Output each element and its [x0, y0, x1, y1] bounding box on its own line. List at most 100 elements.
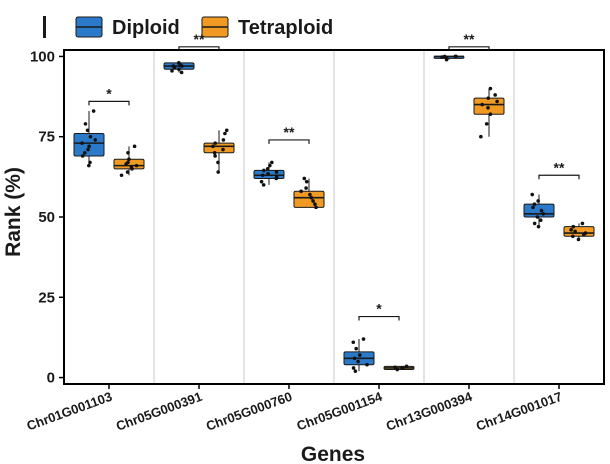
significance-label: *: [106, 85, 112, 101]
data-point: [532, 202, 537, 206]
data-point: [532, 221, 537, 226]
legend-label-diploid: Diploid: [112, 17, 180, 39]
y-tick-label: 0: [47, 370, 55, 387]
data-point: [126, 150, 130, 155]
data-point: [442, 54, 447, 59]
data-point: [311, 199, 315, 203]
data-point: [356, 359, 360, 364]
significance-Chr14G001017: **: [538, 159, 580, 180]
significance-bracket: [358, 315, 400, 321]
data-point: [270, 160, 274, 165]
data-point: [86, 147, 90, 152]
data-point: [486, 96, 491, 100]
data-point: [541, 211, 546, 216]
data-point: [354, 346, 359, 351]
data-point: [91, 109, 96, 113]
data-point: [538, 218, 543, 223]
significance-bracket: [268, 139, 310, 144]
data-point: [535, 215, 540, 219]
data-point: [576, 237, 581, 242]
data-point: [265, 167, 270, 171]
data-point: [401, 366, 405, 370]
data-point: [304, 186, 308, 190]
significance-Chr01G001103: *: [88, 85, 130, 106]
significance-Chr05G000760: **: [268, 124, 310, 144]
significance-Chr05G000391: **: [178, 31, 220, 51]
data-point: [569, 228, 573, 232]
data-point: [351, 340, 356, 345]
data-point: [580, 221, 585, 226]
data-point: [170, 69, 174, 73]
data-point: [268, 163, 272, 168]
data-point: [536, 224, 541, 229]
data-point: [495, 99, 499, 104]
box-tetraploid-Chr05G000760: [293, 176, 325, 210]
box-body: [523, 203, 555, 218]
box-tetraploid-Chr01G001103: [113, 144, 145, 178]
data-point: [88, 134, 93, 139]
data-point: [266, 171, 270, 176]
data-point: [353, 369, 358, 373]
box-body: [473, 97, 505, 115]
data-point: [571, 224, 576, 229]
significance-label: **: [554, 159, 565, 175]
category-label: Chr05G001154: [295, 388, 385, 433]
data-point: [260, 173, 265, 178]
data-point: [82, 150, 87, 155]
box-body: [203, 142, 235, 154]
data-point: [213, 141, 218, 145]
data-point: [357, 353, 362, 357]
significance-bracket: [178, 46, 220, 51]
y-axis-title: Rank (%): [2, 167, 25, 257]
significance-label: *: [376, 301, 382, 317]
significance-bracket: [538, 174, 580, 180]
data-point: [87, 163, 91, 168]
data-point: [480, 102, 485, 107]
box-diploid-Chr01G001103: [73, 109, 105, 168]
box-body: [563, 226, 595, 237]
data-point: [274, 175, 279, 179]
data-point: [259, 179, 264, 184]
data-point: [177, 67, 181, 72]
data-point: [132, 144, 137, 149]
data-point: [488, 112, 493, 117]
data-point: [213, 154, 217, 158]
data-point: [216, 160, 220, 165]
data-point: [221, 147, 225, 152]
data-point: [261, 183, 266, 187]
significance-bracket: [448, 46, 490, 51]
data-point: [262, 168, 266, 173]
data-point: [80, 141, 84, 145]
data-point: [308, 192, 312, 197]
data-point: [83, 122, 88, 126]
category-label: Chr01G001103: [25, 389, 114, 434]
data-point: [134, 163, 139, 168]
significance-Chr13G000394: **: [448, 31, 490, 51]
box-tetraploid-Chr05G001154: [383, 364, 415, 372]
category-label: Chr05G000760: [204, 389, 294, 434]
data-point: [395, 367, 400, 372]
box-tetraploid-Chr14G001017: [563, 221, 595, 242]
data-point: [351, 366, 356, 370]
data-point: [539, 208, 544, 213]
x-axis-title: Genes: [301, 443, 365, 464]
box-tetraploid-Chr05G000391: [203, 128, 235, 174]
data-point: [493, 93, 497, 97]
data-point: [488, 86, 493, 91]
data-point: [571, 234, 575, 239]
data-point: [126, 160, 130, 165]
significance-label: **: [194, 31, 205, 47]
data-point: [85, 128, 90, 133]
data-point: [486, 106, 490, 110]
data-point: [119, 173, 124, 178]
data-point: [393, 365, 397, 370]
data-point: [129, 165, 134, 170]
data-point: [176, 61, 181, 65]
data-point: [171, 64, 176, 68]
category-label: Chr13G000394: [384, 388, 475, 433]
legend-cutoff-mark: [43, 16, 46, 38]
data-point: [530, 192, 535, 197]
data-point: [211, 144, 215, 149]
y-tick-label: 100: [30, 48, 55, 65]
